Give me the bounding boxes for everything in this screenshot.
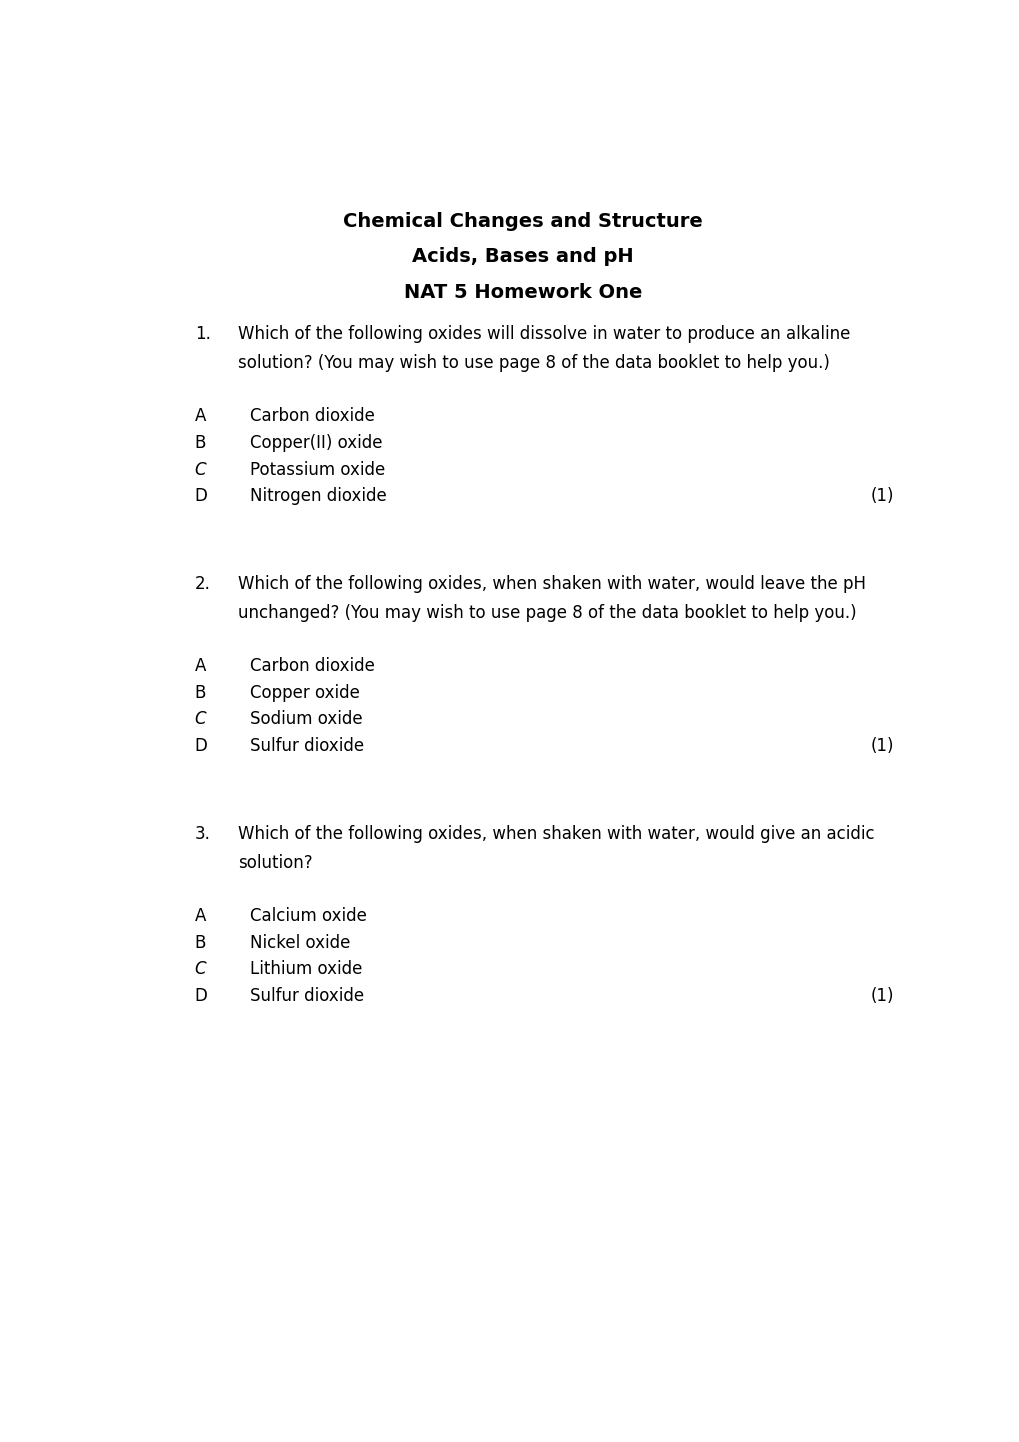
Text: solution?: solution? — [238, 854, 313, 871]
Text: D: D — [195, 986, 207, 1005]
Text: Acids, Bases and pH: Acids, Bases and pH — [412, 248, 633, 267]
Text: Nitrogen dioxide: Nitrogen dioxide — [250, 487, 386, 505]
Text: 2.: 2. — [195, 575, 210, 593]
Text: Which of the following oxides will dissolve in water to produce an alkaline: Which of the following oxides will disso… — [238, 324, 850, 343]
Text: Copper(II) oxide: Copper(II) oxide — [250, 434, 382, 451]
Text: Sulfur dioxide: Sulfur dioxide — [250, 737, 364, 756]
Text: (1): (1) — [870, 487, 894, 505]
Text: Which of the following oxides, when shaken with water, would give an acidic: Which of the following oxides, when shak… — [238, 825, 874, 842]
Text: C: C — [195, 460, 206, 479]
Text: (1): (1) — [870, 737, 894, 756]
Text: B: B — [195, 933, 206, 952]
Text: Potassium oxide: Potassium oxide — [250, 460, 385, 479]
Text: (1): (1) — [870, 986, 894, 1005]
Text: Sodium oxide: Sodium oxide — [250, 711, 363, 728]
Text: B: B — [195, 684, 206, 702]
Text: unchanged? (You may wish to use page 8 of the data booklet to help you.): unchanged? (You may wish to use page 8 o… — [238, 604, 856, 622]
Text: Which of the following oxides, when shaken with water, would leave the pH: Which of the following oxides, when shak… — [238, 575, 865, 593]
Text: solution? (You may wish to use page 8 of the data booklet to help you.): solution? (You may wish to use page 8 of… — [238, 355, 829, 372]
Text: Nickel oxide: Nickel oxide — [250, 933, 351, 952]
Text: C: C — [195, 711, 206, 728]
Text: Calcium oxide: Calcium oxide — [250, 907, 367, 924]
Text: NAT 5 Homework One: NAT 5 Homework One — [404, 283, 641, 301]
Text: A: A — [195, 907, 206, 924]
Text: A: A — [195, 407, 206, 425]
Text: 3.: 3. — [195, 825, 210, 842]
Text: A: A — [195, 658, 206, 675]
Text: Sulfur dioxide: Sulfur dioxide — [250, 986, 364, 1005]
Text: Carbon dioxide: Carbon dioxide — [250, 407, 375, 425]
Text: Chemical Changes and Structure: Chemical Changes and Structure — [342, 212, 702, 231]
Text: 1.: 1. — [195, 324, 210, 343]
Text: Carbon dioxide: Carbon dioxide — [250, 658, 375, 675]
Text: D: D — [195, 487, 207, 505]
Text: B: B — [195, 434, 206, 451]
Text: Lithium oxide: Lithium oxide — [250, 960, 362, 978]
Text: D: D — [195, 737, 207, 756]
Text: C: C — [195, 960, 206, 978]
Text: Copper oxide: Copper oxide — [250, 684, 360, 702]
